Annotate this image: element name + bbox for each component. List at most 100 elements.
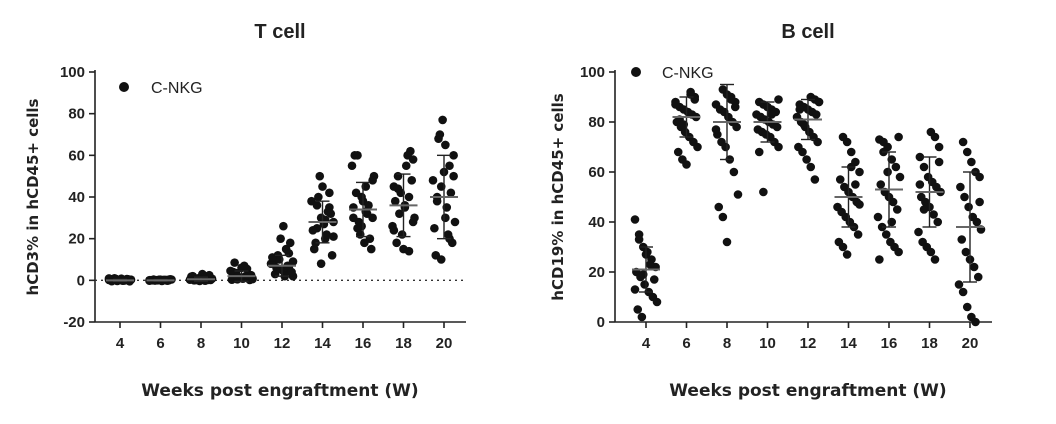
data-point bbox=[930, 255, 940, 264]
data-point bbox=[876, 180, 886, 189]
x-tick-label: 8 bbox=[723, 335, 731, 352]
data-point bbox=[934, 142, 944, 152]
data-point bbox=[428, 176, 438, 185]
data-point bbox=[239, 261, 249, 271]
data-point bbox=[323, 207, 333, 216]
data-point bbox=[772, 122, 782, 132]
y-tick-label: 60 bbox=[588, 164, 605, 181]
data-point bbox=[838, 242, 848, 252]
data-point bbox=[316, 259, 326, 268]
data-point bbox=[919, 162, 929, 172]
legend-marker bbox=[631, 67, 641, 77]
data-point bbox=[895, 172, 905, 182]
data-point bbox=[673, 147, 683, 157]
legend-marker bbox=[119, 82, 129, 92]
data-point bbox=[969, 262, 979, 272]
data-point bbox=[325, 188, 334, 198]
data-point bbox=[432, 196, 442, 206]
data-point bbox=[774, 95, 783, 104]
data-point bbox=[811, 110, 821, 119]
x-axis-label: Weeks post engraftment (W) bbox=[669, 381, 946, 401]
data-point bbox=[329, 232, 338, 241]
data-point bbox=[962, 147, 972, 157]
data-point bbox=[774, 142, 783, 152]
data-point bbox=[351, 188, 361, 198]
data-point bbox=[855, 167, 864, 177]
data-point bbox=[318, 182, 327, 191]
data-point bbox=[958, 137, 968, 147]
data-point bbox=[322, 230, 331, 239]
data-point bbox=[914, 227, 923, 237]
data-point bbox=[347, 161, 357, 171]
y-tick-label: 60 bbox=[68, 147, 85, 164]
y-tick-label: 40 bbox=[588, 214, 605, 231]
data-point bbox=[975, 172, 984, 182]
data-point bbox=[652, 297, 662, 307]
data-point bbox=[926, 247, 936, 257]
data-point bbox=[814, 97, 824, 107]
data-point bbox=[853, 230, 863, 239]
b-cell-panel: B cell Weeks post engraftment (W) hCD19%… bbox=[549, 21, 992, 401]
data-point bbox=[449, 151, 458, 160]
data-point bbox=[327, 251, 337, 260]
data-point bbox=[408, 155, 418, 164]
data-point bbox=[360, 238, 369, 248]
x-tick-label: 16 bbox=[881, 335, 898, 352]
x-tick-label: 16 bbox=[355, 335, 372, 352]
data-point bbox=[972, 217, 982, 227]
x-tick-label: 12 bbox=[800, 335, 817, 352]
t-cell-panel: T cell Weeks post engraftment (W) hCD3% … bbox=[24, 21, 466, 401]
data-point bbox=[389, 226, 399, 235]
y-tick-label: 0 bbox=[77, 272, 85, 289]
data-point bbox=[883, 167, 892, 177]
data-point bbox=[438, 115, 447, 125]
data-point bbox=[806, 162, 816, 172]
data-point bbox=[835, 175, 845, 184]
data-point bbox=[964, 202, 973, 212]
x-tick-label: 10 bbox=[233, 335, 250, 352]
data-point bbox=[430, 223, 439, 233]
data-point bbox=[851, 180, 860, 189]
data-point bbox=[954, 280, 964, 289]
data-point bbox=[445, 161, 454, 171]
chart-title: T cell bbox=[254, 21, 305, 43]
data-point bbox=[407, 176, 417, 185]
y-axis-label: hCD19% in hCD45+ cells bbox=[549, 93, 567, 300]
data-point bbox=[888, 197, 898, 207]
data-point bbox=[395, 209, 404, 218]
data-point bbox=[366, 244, 376, 254]
data-point bbox=[973, 272, 983, 282]
data-point bbox=[767, 110, 776, 119]
data-point bbox=[975, 197, 984, 207]
data-point bbox=[730, 102, 740, 112]
data-point bbox=[930, 132, 940, 142]
data-point bbox=[929, 210, 938, 219]
data-point bbox=[721, 142, 730, 152]
data-point bbox=[393, 184, 403, 193]
data-point bbox=[875, 255, 884, 264]
data-point bbox=[393, 171, 403, 181]
y-tick-label: 80 bbox=[68, 106, 85, 123]
plot-area: 0 20 40 60 80 100 4 6 8 10 12 14 16 18 20 bbox=[580, 64, 992, 352]
data-point bbox=[312, 201, 322, 210]
data-point bbox=[315, 171, 325, 181]
data-point bbox=[971, 317, 980, 327]
data-point bbox=[630, 215, 640, 224]
data-point bbox=[230, 258, 239, 267]
data-point bbox=[404, 246, 414, 256]
y-tick-label: -20 bbox=[63, 314, 85, 331]
y-tick-label: 0 bbox=[597, 314, 605, 331]
data-point bbox=[397, 230, 407, 239]
y-tick-label: 100 bbox=[60, 64, 85, 81]
data-point bbox=[894, 247, 903, 257]
data-point bbox=[933, 217, 943, 227]
x-tick-label: 12 bbox=[274, 335, 291, 352]
data-point bbox=[915, 180, 925, 189]
data-point bbox=[795, 105, 805, 114]
x-tick-label: 4 bbox=[642, 335, 651, 352]
data-point bbox=[759, 187, 768, 197]
data-point bbox=[368, 176, 377, 185]
y-axis-label: hCD3% in hCD45+ cells bbox=[24, 98, 42, 295]
data-point bbox=[349, 213, 358, 223]
